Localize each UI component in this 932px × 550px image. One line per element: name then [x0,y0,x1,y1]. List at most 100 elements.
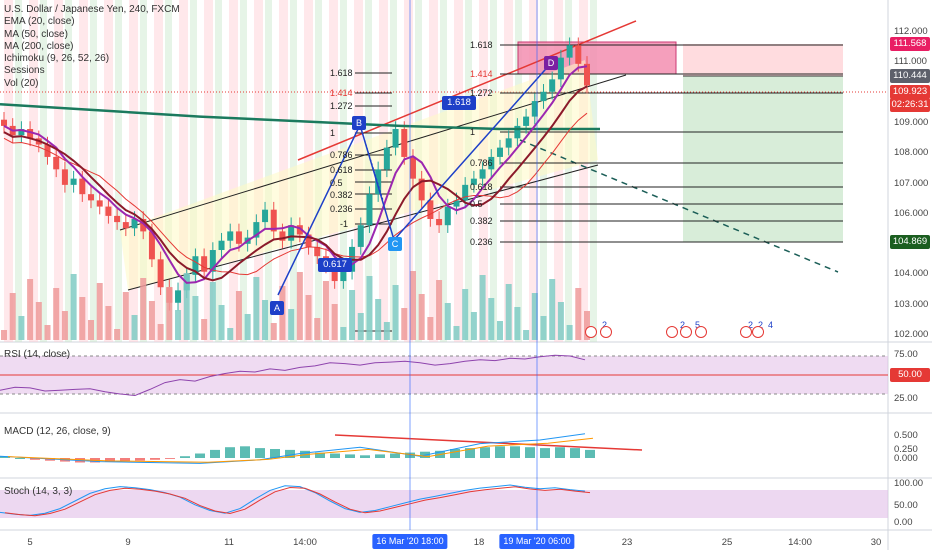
volume-bar [175,310,182,340]
point-c-label: C [388,237,402,251]
volume-bar [96,283,103,340]
legend-vol[interactable]: Vol (20) [4,77,39,89]
volume-bar [409,271,416,340]
macd-tick: 0.500 [894,430,918,441]
candle-body [53,156,60,170]
macd-bar [540,448,550,458]
price-tick: 109.000 [894,116,929,128]
candles [1,37,590,311]
volume-bar [61,311,68,340]
candle-body [235,231,242,244]
volume-bar [131,315,138,340]
volume-bar [453,326,460,340]
candle-body [70,178,77,185]
volume-bar [244,314,251,340]
fib-label: 1.272 [470,88,493,98]
macd-bar [390,453,400,458]
price-label: 104.869 [890,235,930,249]
legend-ichimoku[interactable]: Ichimoku (9, 26, 52, 26) [4,53,110,65]
rsi-value-label: 50.00 [890,368,930,382]
candle-body [453,200,460,207]
fib-label: 0.236 [330,204,353,214]
candle-body [566,45,573,58]
price-label: 110.444 [890,69,930,83]
fib-label: 1.618 [470,40,493,50]
legend-ma50[interactable]: MA (50, close) [4,28,68,40]
macd-title[interactable]: MACD (12, 26, close, 9) [4,426,111,437]
stoch-tick: 0.00 [894,517,913,528]
stoch-tick: 100.00 [894,478,924,489]
session-stripe [254,0,263,342]
volume-bar [496,321,503,340]
macd-bar [330,453,340,458]
d-completion-box [517,41,677,75]
session-stripe [565,0,572,342]
macd-bar [240,446,250,458]
volume-bar [201,319,208,340]
session-stripe [165,0,172,342]
macd-bar [360,455,370,458]
volume-bar [383,322,390,340]
volume-bar [514,307,521,340]
macd-bar [15,458,25,459]
rsi-title[interactable]: RSI (14, close) [4,349,71,360]
legend-symbol[interactable]: U.S. Dollar / Japanese Yen, 240, FXCM [4,4,180,15]
volume-bar [444,303,451,340]
volume-bar [322,281,329,340]
candle-body [131,218,138,229]
stoch-title[interactable]: Stoch (14, 3, 3) [4,486,73,497]
event-label: 2 [758,320,764,330]
macd-bar [150,458,160,460]
candle-body [357,225,364,247]
candle-body [253,222,260,238]
macd-bar [135,458,145,461]
volume-bar [436,280,443,340]
candle-body [192,256,199,275]
candle-body [279,231,286,241]
volume-bar [575,288,582,340]
price-label: 109.923 [890,85,930,99]
candle-body [140,218,147,232]
price-tick: 107.000 [894,177,929,189]
fib-label: 0.786 [330,150,353,160]
signal-line [7,437,594,463]
session-stripe [554,0,563,342]
macd-bar [480,447,490,458]
macd-bar [105,458,115,462]
projection-line [519,139,839,273]
time-label: 11 [224,537,234,548]
fib-label: 0.618 [470,182,493,192]
point-b-label: B [352,116,366,130]
macd-bar [120,458,130,462]
event-label: 2 [748,320,754,330]
macd-bar [30,458,40,460]
volume-bar [375,299,382,340]
volume-bar [218,305,225,340]
candle-body [314,246,321,257]
price-tick: 112.000 [894,26,928,37]
legend: U.S. Dollar / Japanese Yen, 240, FXCM EM… [4,4,180,90]
legend-ema[interactable]: EMA (20, close) [4,16,75,28]
event-icon [695,326,707,338]
price-label: 111.568 [890,37,930,51]
volume-bar [253,277,260,340]
fib-label: 1.414 [470,69,493,79]
legend-ma200[interactable]: MA (200, close) [4,40,74,52]
volume-bar [349,290,356,340]
event-label: 4 [768,320,774,330]
price-tick: 104.000 [894,268,929,280]
candle-body [523,116,530,126]
volume-bars [1,271,590,340]
candle-body [383,147,390,170]
volume-bar [35,302,42,340]
event-icon [666,326,678,338]
volume-bar [366,276,373,340]
fib-label: 1 [330,128,336,138]
session-stripe [240,0,247,342]
volume-bar [314,318,321,340]
volume-bar [531,293,538,340]
legend-sessions[interactable]: Sessions [4,65,45,77]
fib-label: 0.5 [330,178,343,188]
event-icon [740,326,752,338]
